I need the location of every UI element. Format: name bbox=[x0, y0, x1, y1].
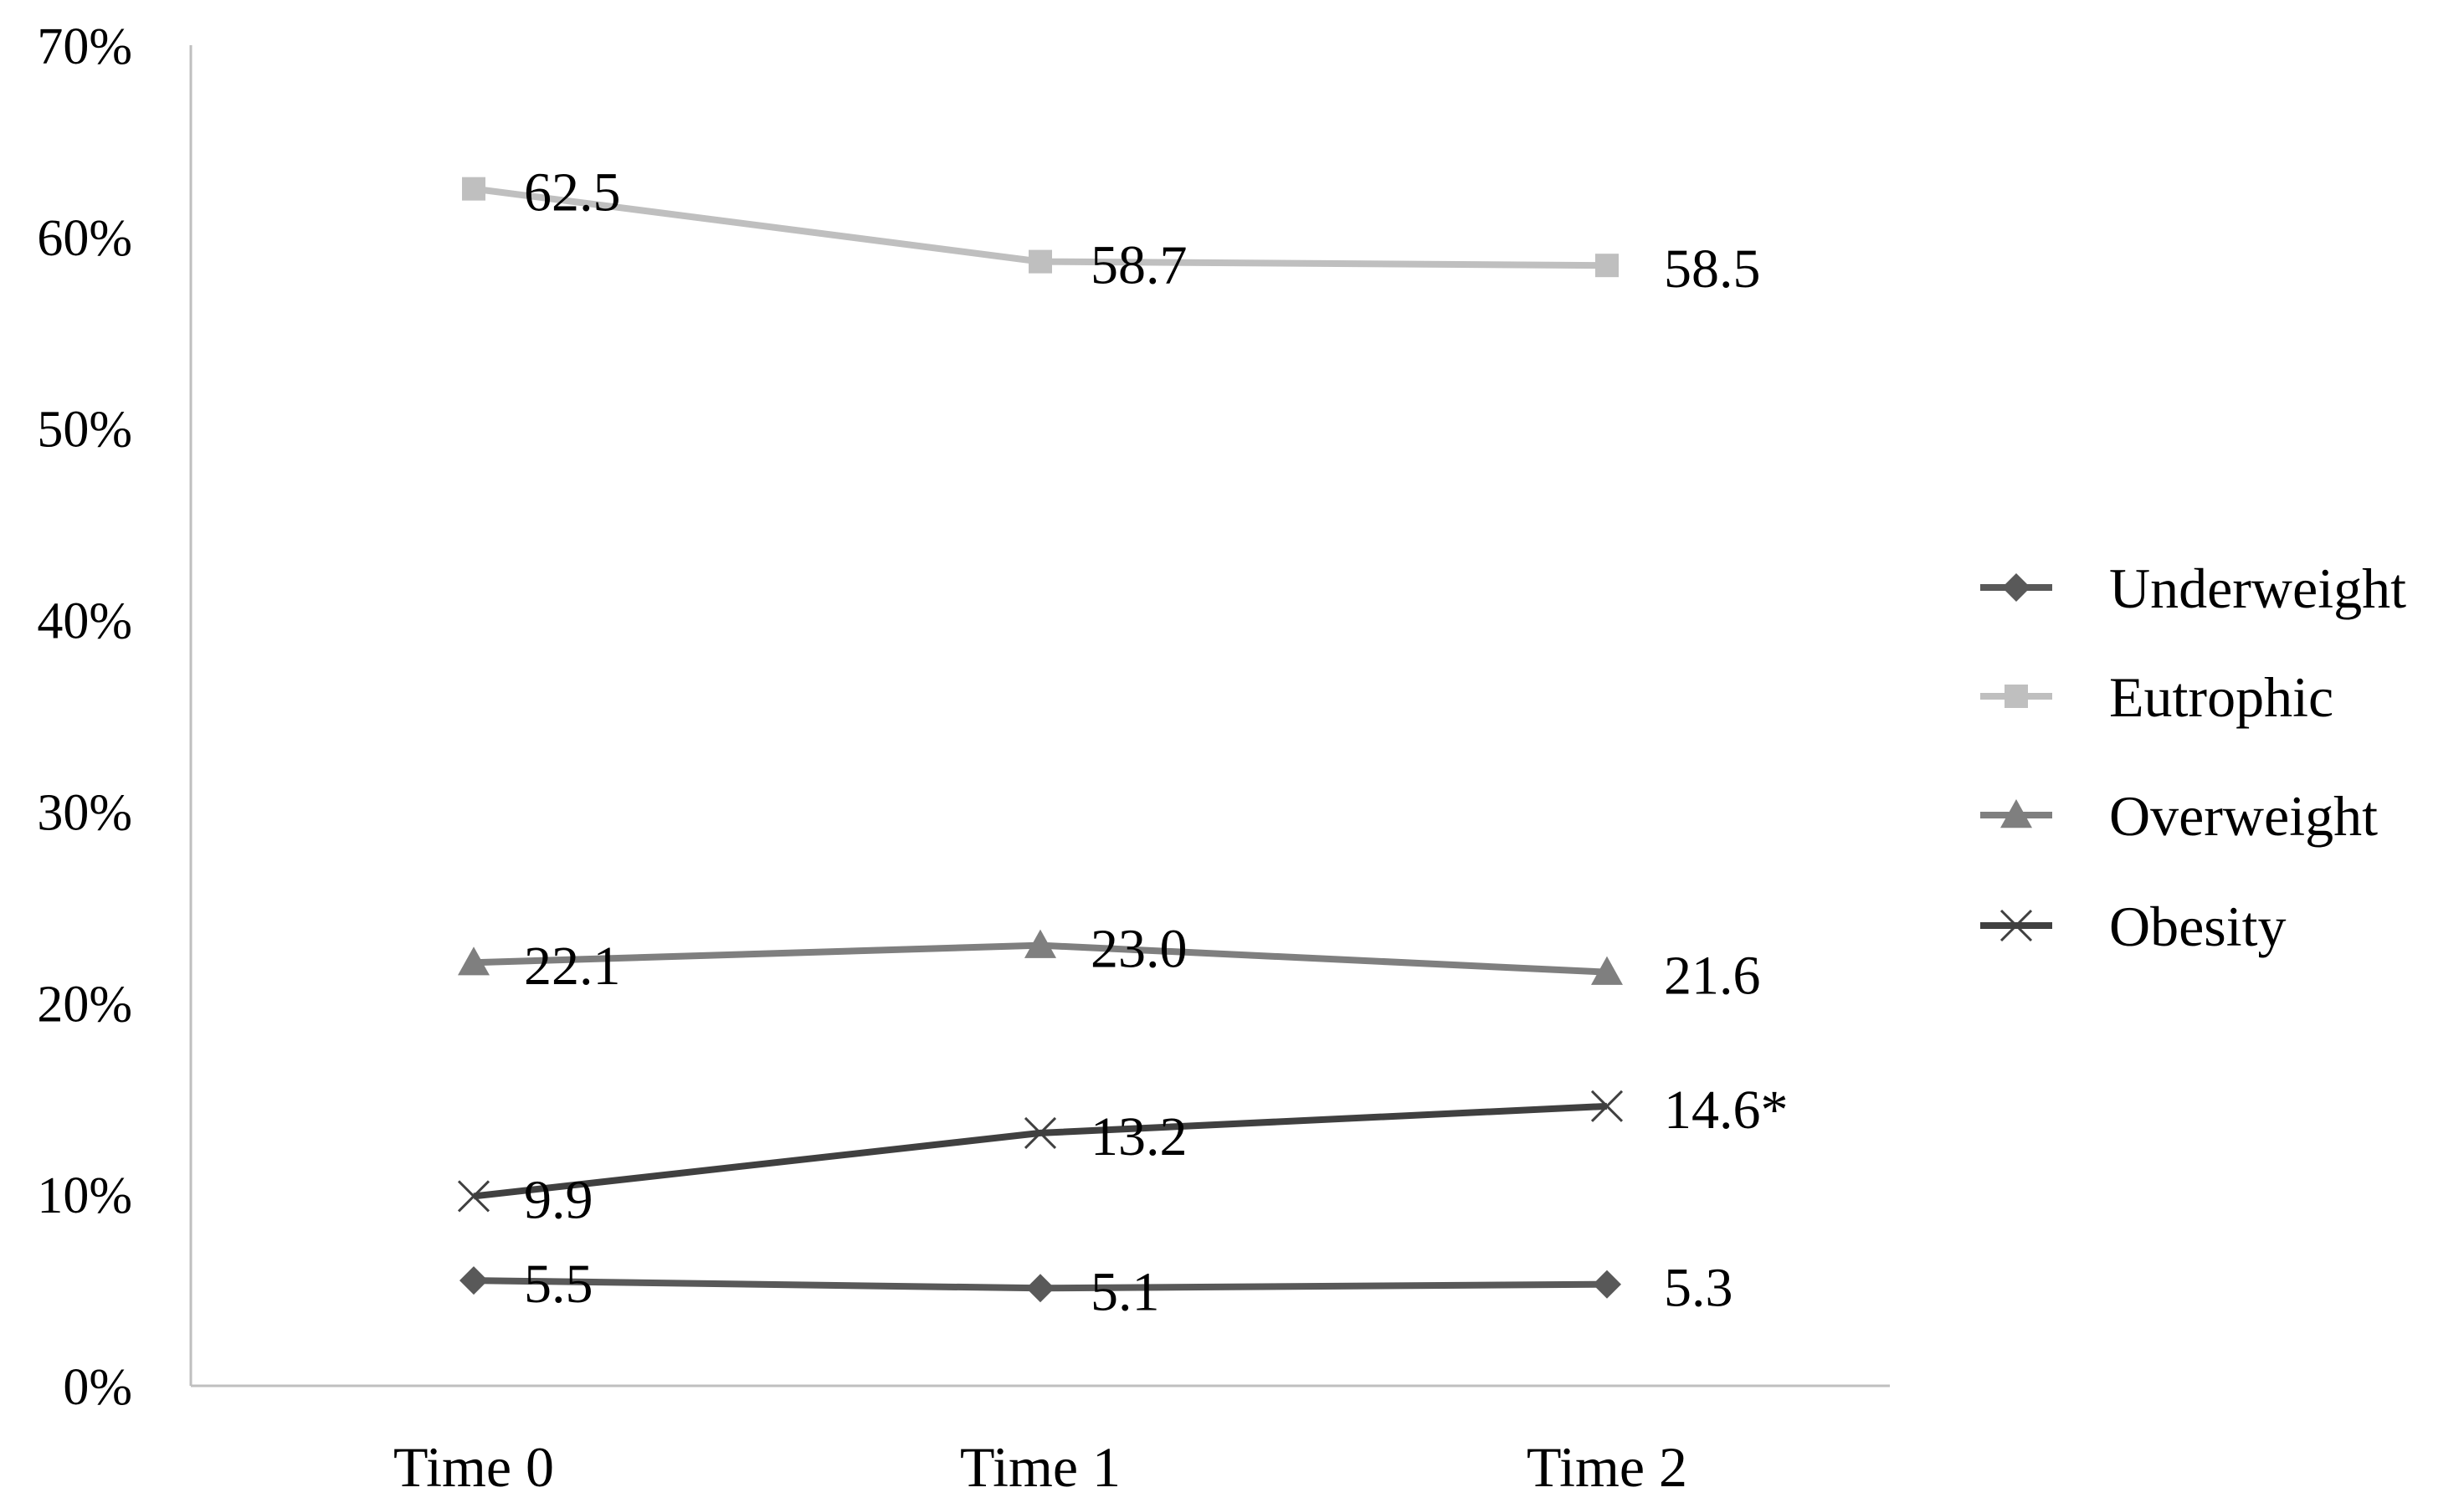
legend-marker bbox=[2000, 799, 2032, 828]
data-label-eutrophic: 62.5 bbox=[524, 162, 621, 223]
legend-marker bbox=[2005, 685, 2028, 708]
legend-marker bbox=[1999, 909, 2033, 942]
data-point-obesity bbox=[457, 1180, 490, 1213]
y-tick-label: 70% bbox=[37, 18, 132, 75]
data-label-overweight: 22.1 bbox=[524, 936, 621, 997]
y-tick-label: 20% bbox=[37, 976, 132, 1033]
x-tick-label: Time 2 bbox=[1527, 1435, 1687, 1499]
data-label-underweight: 5.1 bbox=[1091, 1261, 1160, 1322]
data-point-obesity bbox=[1590, 1090, 1624, 1122]
data-label-obesity: 13.2 bbox=[1091, 1106, 1188, 1167]
data-labels-layer: 5.5 5.1 5.3 62.5 58.7 58.5 22.1 23.0 21.6 9.9 13.2… bbox=[524, 162, 1789, 1323]
data-label-eutrophic: 58.5 bbox=[1664, 239, 1761, 300]
y-tick-label: 30% bbox=[37, 784, 132, 841]
y-tick-label: 60% bbox=[37, 210, 132, 267]
data-point-eutrophic bbox=[1595, 254, 1619, 278]
legend-label: Underweight bbox=[2109, 557, 2406, 620]
legend-label: Obesity bbox=[2109, 895, 2287, 958]
y-tick-label: 10% bbox=[37, 1167, 132, 1224]
data-point-underweight bbox=[459, 1266, 488, 1295]
series-line-obesity bbox=[473, 1102, 1608, 1200]
legend-label: Overweight bbox=[2109, 784, 2378, 848]
data-point-overweight bbox=[1591, 956, 1623, 985]
data-label-underweight: 5.5 bbox=[524, 1254, 593, 1315]
data-label-overweight: 21.6 bbox=[1664, 946, 1761, 1007]
data-label-obesity: 9.9 bbox=[524, 1169, 593, 1230]
data-point-overweight bbox=[1024, 929, 1056, 958]
data-point-eutrophic bbox=[1029, 249, 1052, 274]
series-layer bbox=[457, 177, 1624, 1303]
legend-item-obesity: Obesity bbox=[1980, 895, 2287, 958]
data-label-eutrophic: 58.7 bbox=[1091, 235, 1188, 296]
legend-marker bbox=[2002, 573, 2030, 602]
x-tick-label: Time 1 bbox=[960, 1435, 1121, 1499]
data-point-underweight bbox=[1026, 1274, 1055, 1303]
y-tick-label: 40% bbox=[37, 593, 132, 650]
y-tick-label: 50% bbox=[37, 402, 132, 459]
data-point-overweight bbox=[458, 946, 490, 976]
data-point-eutrophic bbox=[462, 177, 485, 201]
legend-item-overweight: Overweight bbox=[1980, 784, 2378, 848]
legend-item-underweight: Underweight bbox=[1980, 557, 2406, 620]
data-point-underweight bbox=[1593, 1269, 1621, 1299]
axes: 0% 10% 20% 30% 40% 50% 60% 70% Time 0 Time 1 Time … bbox=[37, 18, 1890, 1499]
legend-label: Eutrophic bbox=[2109, 665, 2333, 729]
data-point-obesity bbox=[1024, 1116, 1057, 1149]
data-label-underweight: 5.3 bbox=[1664, 1258, 1733, 1319]
legend-item-eutrophic: Eutrophic bbox=[1980, 665, 2333, 729]
y-tick-label: 0% bbox=[63, 1359, 132, 1416]
data-label-obesity: 14.6* bbox=[1664, 1080, 1789, 1141]
x-tick-label: Time 0 bbox=[393, 1435, 554, 1499]
data-label-overweight: 23.0 bbox=[1091, 919, 1188, 980]
legend: Underweight Eutrophic Overweight Obesity bbox=[1980, 557, 2406, 958]
